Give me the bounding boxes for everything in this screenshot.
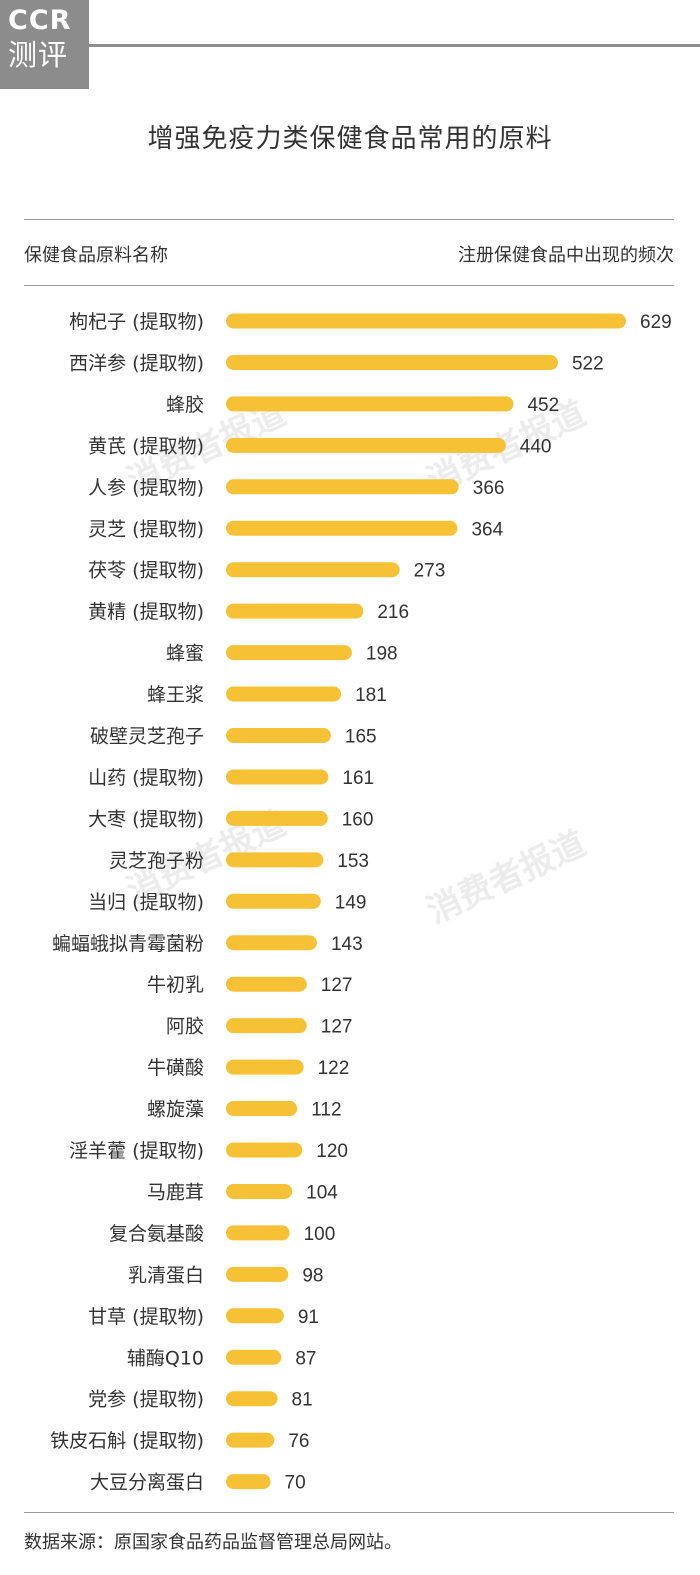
value-label: 149 [335,892,367,913]
bar [226,976,307,992]
value-label: 104 [306,1182,338,1203]
value-label: 98 [302,1265,323,1286]
bar [226,1059,304,1075]
category-label: 甘草 (提取物) [88,1306,204,1328]
bar [226,1474,271,1490]
value-label: 440 [520,436,552,457]
bar [226,1183,293,1199]
category-label: 铁皮石斛 (提取物) [50,1430,204,1452]
bar [226,562,400,578]
category-label: 淫羊藿 (提取物) [69,1140,204,1162]
value-label: 112 [311,1100,341,1121]
bar [226,1266,289,1282]
value-label: 122 [318,1058,350,1079]
bar [226,1391,278,1407]
category-label: 乳清蛋白 [128,1264,204,1286]
value-label: 216 [377,602,409,623]
bar [226,1432,275,1448]
category-label: 大枣 (提取物) [88,808,204,830]
value-label: 198 [366,644,398,665]
bar [226,645,352,661]
value-label: 127 [321,975,353,996]
bar [226,1225,290,1241]
value-label: 364 [471,519,503,540]
column-header-frequency: 注册保健食品中出现的频次 [458,245,674,266]
category-label: 牛初乳 [147,974,204,996]
value-label: 76 [288,1431,309,1452]
bar [226,893,321,909]
category-label: 灵芝孢子粉 [109,850,204,872]
bar [226,810,328,826]
bar [226,728,331,743]
value-label: 127 [321,1017,353,1038]
category-label: 螺旋藻 [147,1099,204,1121]
value-label: 143 [331,934,363,955]
bar [226,1349,282,1365]
value-label: 273 [414,561,446,582]
category-label: 蝙蝠蛾拟青霉菌粉 [52,933,204,955]
bar [226,437,506,453]
bar [226,603,364,619]
value-label: 161 [342,768,374,789]
category-label: 阿胶 [166,1016,204,1038]
category-label: 辅酶Q10 [127,1347,204,1369]
bar [226,686,342,702]
category-label: 当归 (提取物) [88,891,204,913]
table-bottom-rule [24,1512,674,1513]
bar [226,396,514,412]
value-label: 522 [572,353,604,374]
category-label: 黄芪 (提取物) [88,435,204,457]
category-label: 山药 (提取物) [88,767,204,789]
category-label: 牛磺酸 [147,1057,204,1079]
value-label: 70 [285,1473,306,1494]
category-label: 马鹿茸 [147,1181,204,1203]
value-label: 153 [337,851,369,872]
value-label: 160 [342,809,374,830]
bar [226,313,626,329]
value-label: 81 [292,1390,313,1411]
bar [226,354,558,370]
bar [226,1308,284,1324]
value-label: 100 [304,1224,336,1245]
header-divider [89,44,700,47]
value-label: 366 [473,478,505,499]
category-label: 党参 (提取物) [88,1389,204,1411]
category-label: 复合氨基酸 [109,1223,204,1245]
category-label: 灵芝 (提取物) [88,518,204,540]
category-label: 破壁灵芝孢子 [90,726,204,748]
ccr-logo: CCR 测评 [0,0,89,89]
table-header-rule [24,285,674,286]
data-source-note: 数据来源：原国家食品药品监督管理总局网站。 [24,1532,402,1553]
category-label: 蜂蜜 [166,643,204,665]
value-label: 120 [316,1141,348,1162]
value-label: 452 [527,395,559,416]
value-label: 91 [298,1307,319,1328]
value-label: 181 [355,685,387,706]
page-title: 增强免疫力类保健食品常用的原料 [147,124,553,154]
category-label: 西洋参 (提取物) [69,352,204,374]
category-label: 茯苓 (提取物) [88,560,204,582]
logo-text-ceping: 测评 [8,38,69,72]
bar [226,479,459,495]
bar [226,1142,303,1158]
category-label: 蜂王浆 [147,684,204,706]
value-label: 87 [295,1348,316,1369]
bar [226,935,317,951]
table-top-rule [24,219,674,220]
bar [226,520,458,536]
category-label: 黄精 (提取物) [88,601,204,623]
value-label: 165 [345,727,377,748]
column-header-ingredient: 保健食品原料名称 [24,245,168,266]
bar [226,1101,298,1117]
category-label: 枸杞子 (提取物) [69,311,204,333]
bar [226,852,324,868]
bar [226,1018,307,1034]
bar [226,769,329,785]
category-label: 大豆分离蛋白 [90,1472,204,1494]
value-label: 629 [640,312,672,333]
category-label: 人参 (提取物) [88,477,204,499]
logo-text-ccr: CCR [8,5,72,36]
category-label: 蜂胶 [166,394,204,416]
